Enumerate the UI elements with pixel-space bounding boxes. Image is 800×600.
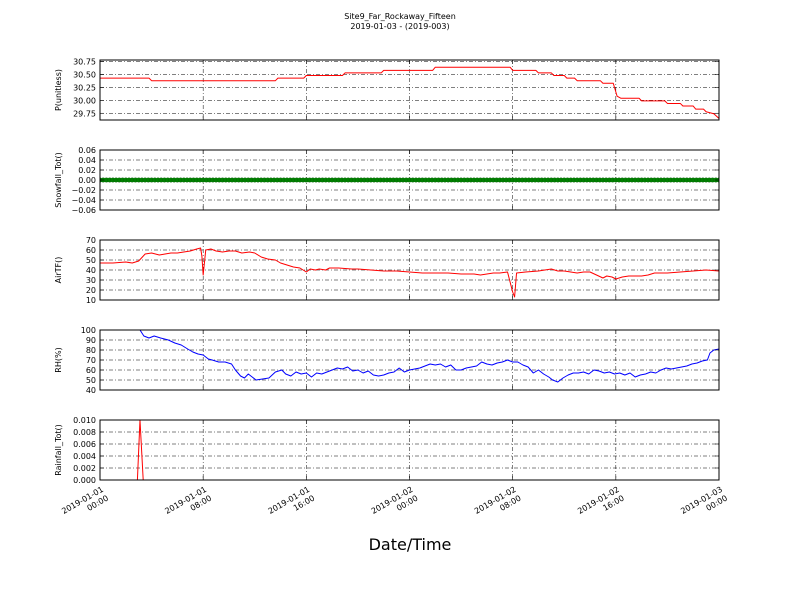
y-tick-label: 60 [86, 246, 96, 255]
series-1 [100, 66, 719, 119]
series-3 [100, 247, 719, 298]
y-tick-label: 40 [86, 386, 96, 395]
x-tick-label: 2019-01-0200:00 [370, 485, 420, 525]
y-tick-label: 60 [86, 366, 96, 375]
y-tick-label: 30.00 [73, 96, 96, 105]
y-tick-label: 40 [86, 266, 96, 275]
series-2 [100, 177, 719, 183]
series-4 [139, 330, 719, 383]
x-tick-labels: 2019-01-0100:00 2019-01-0108:00 2019-01-01… [60, 485, 729, 525]
panel-2: −0.06−0.04−0.020.000.020.040.06 Snowfall_… [54, 146, 720, 215]
y-tick-label: 29.75 [73, 109, 96, 118]
y-tick-label: 0.008 [73, 428, 96, 437]
x-axis-label: Date/Time [369, 535, 452, 554]
y-tick-label: 0.000 [73, 476, 96, 485]
series-line [139, 330, 719, 383]
y-tick-label: 20 [86, 286, 96, 295]
x-tick-label: 2019-01-0216:00 [576, 485, 626, 525]
y-axis-label: P(unitless) [54, 69, 63, 111]
y-tick-label: 0.006 [73, 440, 96, 449]
y-tick-label: 70 [86, 236, 96, 245]
plot-panels: 29.75 30.00 30.25 30.50 30.75 P(unitless) −0.0… [54, 58, 720, 485]
y-tick-label: 0.02 [78, 166, 96, 175]
series-line [100, 247, 719, 298]
y-tick-label: 0.04 [78, 156, 96, 165]
y-tick-label: 30.75 [73, 58, 96, 67]
y-tick-label: 50 [86, 376, 96, 385]
y-tick-label: 0.010 [73, 416, 96, 425]
chart-subtitle: 2019-01-03 - (2019-003) [350, 22, 449, 31]
y-axis-label: Snowfall_Tot() [54, 152, 63, 208]
chart-title: Site9_Far_Rockaway_Fifteen [344, 12, 456, 21]
panel-5: 0.000 0.002 0.004 0.006 0.008 0.010 Rainfall_T… [54, 416, 720, 485]
y-tick-label: 0.06 [78, 146, 96, 155]
x-tick-label: 2019-01-0100:00 [60, 485, 110, 525]
y-tick-label: 70 [86, 356, 96, 365]
x-tick-label: 2019-01-0208:00 [473, 485, 523, 525]
y-tick-label: 30.25 [73, 83, 96, 92]
y-tick-label: 90 [86, 336, 96, 345]
series-line [100, 66, 719, 119]
x-tick-label: 2019-01-0300:00 [679, 485, 729, 525]
x-tick-label: 2019-01-0108:00 [163, 485, 213, 525]
y-tick-label: 50 [86, 256, 96, 265]
y-tick-label: 0.002 [73, 464, 96, 473]
y-tick-label: −0.02 [71, 186, 96, 195]
y-tick-label: 0.004 [73, 452, 96, 461]
y-tick-label: −0.06 [71, 206, 96, 215]
y-tick-label: 30.50 [73, 70, 96, 79]
y-tick-label: 10 [86, 296, 96, 305]
y-tick-label: 80 [86, 346, 96, 355]
y-axis-label: Rainfall_Tot() [54, 424, 63, 476]
y-tick-label: −0.04 [71, 196, 96, 205]
y-axis-label: AirTF() [54, 257, 63, 284]
y-tick-label: 0.00 [78, 176, 96, 185]
y-axis-label: RH(%) [54, 347, 63, 372]
y-tick-label: 30 [86, 276, 96, 285]
x-tick-label: 2019-01-0116:00 [267, 485, 317, 525]
panel-1: 29.75 30.00 30.25 30.50 30.75 P(unitless) [54, 58, 720, 121]
y-tick-label: 100 [81, 326, 96, 335]
